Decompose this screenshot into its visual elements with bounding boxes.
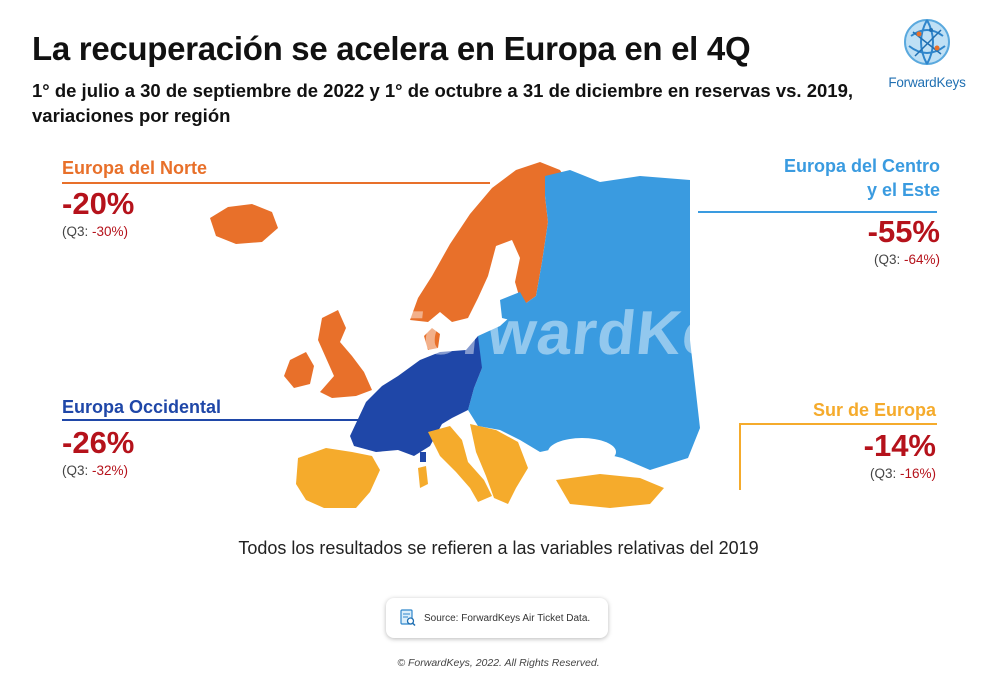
central-east-shape bbox=[468, 170, 700, 470]
iceland-shape bbox=[210, 204, 278, 244]
great-britain-shape bbox=[318, 310, 372, 398]
copyright: © ForwardKeys, 2022. All Rights Reserved… bbox=[397, 657, 600, 669]
region-central-east-name-line2: y el Este bbox=[866, 180, 940, 200]
source-text: Source: ForwardKeys Air Ticket Data. bbox=[424, 612, 591, 624]
region-south-name: Sur de Europa bbox=[812, 400, 936, 420]
south-leader-line bbox=[739, 423, 937, 490]
denmark-shape bbox=[424, 328, 440, 350]
region-south-q3: (Q3: -16%) bbox=[700, 464, 936, 484]
region-west: Europa Occidental -26% (Q3: -32%) bbox=[62, 395, 221, 481]
footnote: Todos los resultados se refieren a las v… bbox=[238, 538, 759, 558]
region-central-east: Europa del Centro y el Este -55% (Q3: -6… bbox=[700, 154, 940, 270]
region-central-east-q3: (Q3: -64%) bbox=[700, 250, 940, 270]
region-south-q3-label: (Q3: bbox=[869, 466, 897, 481]
logo-text: ForwardKeys bbox=[888, 75, 966, 90]
region-west-q3: (Q3: -32%) bbox=[62, 461, 221, 481]
sardinia-shape bbox=[418, 466, 428, 488]
region-north-q3-label: (Q3: bbox=[62, 224, 89, 239]
western-europe-shape bbox=[350, 336, 482, 456]
region-central-east-q3-value: -64%) bbox=[903, 252, 940, 267]
baltic-shape bbox=[500, 292, 530, 322]
region-west-name: Europa Occidental bbox=[62, 397, 222, 417]
page-subtitle: 1° de julio a 30 de septiembre de 2022 y… bbox=[32, 80, 853, 126]
page-title: La recuperación se acelera en Europa en … bbox=[32, 30, 751, 67]
scandinavia-shape bbox=[410, 162, 570, 322]
forwardkeys-logo: ForwardKeys bbox=[882, 16, 972, 106]
region-west-value: -26% bbox=[62, 425, 135, 460]
region-south: Sur de Europa -14% (Q3: -16%) bbox=[700, 398, 936, 484]
watermark: ForwardKeys bbox=[381, 299, 793, 368]
region-west-q3-value: -32%) bbox=[92, 463, 129, 478]
region-central-east-value: -55% bbox=[867, 214, 940, 249]
turkey-shape bbox=[556, 474, 664, 508]
region-north-value: -20% bbox=[62, 186, 135, 221]
corsica-shape bbox=[420, 452, 426, 462]
region-south-value: -14% bbox=[863, 428, 936, 463]
iberia-shape bbox=[296, 448, 380, 508]
region-central-east-name-line1: Europa del Centro bbox=[783, 156, 940, 176]
source-box: Source: ForwardKeys Air Ticket Data. bbox=[386, 598, 608, 638]
region-central-east-q3-label: (Q3: bbox=[873, 252, 901, 267]
document-search-icon bbox=[400, 609, 416, 627]
region-south-q3-value: -16%) bbox=[899, 466, 936, 481]
region-north-q3-value: -30%) bbox=[92, 224, 129, 239]
balkans-shape bbox=[470, 424, 528, 504]
region-west-q3-label: (Q3: bbox=[62, 463, 89, 478]
black-sea-shape bbox=[548, 438, 616, 466]
region-north: Europa del Norte -20% (Q3: -30%) bbox=[62, 156, 207, 242]
region-north-q3: (Q3: -30%) bbox=[62, 222, 207, 242]
globe-logo-icon bbox=[904, 19, 950, 65]
italy-shape bbox=[428, 426, 492, 502]
ireland-shape bbox=[284, 352, 314, 388]
region-north-name: Europa del Norte bbox=[62, 158, 208, 178]
